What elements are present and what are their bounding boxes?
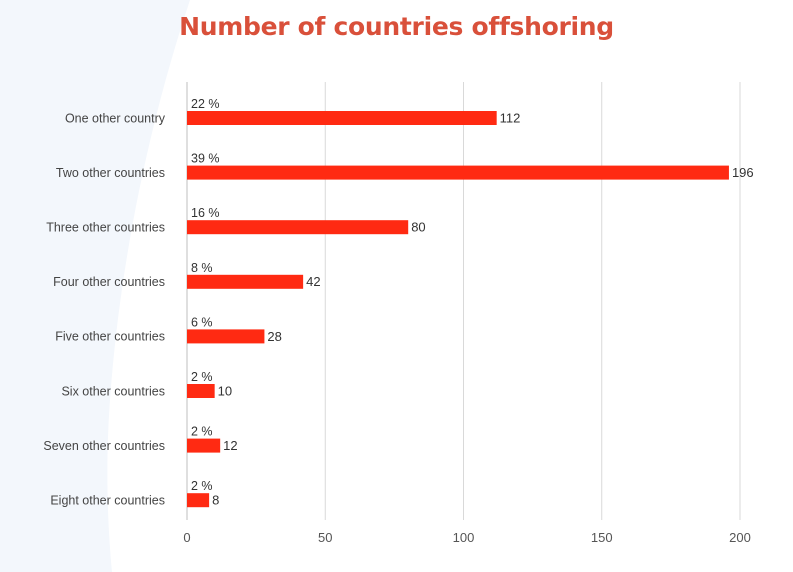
category-label-6: Six other countries [61, 384, 165, 398]
labels: 0 50 100 150 200 One other country 22 % 112 Two … [43, 97, 753, 545]
bar-4 [187, 274, 304, 289]
x-tick-label-0: 0 [183, 530, 190, 545]
value-label-8: 8 [212, 493, 219, 508]
category-label-7: Seven other countries [43, 439, 165, 453]
category-label-5: Five other countries [55, 330, 165, 344]
category-label-2: Two other countries [56, 166, 165, 180]
bar-2 [187, 165, 729, 180]
x-tick-label-200: 200 [729, 530, 751, 545]
x-tick-label-50: 50 [318, 530, 332, 545]
value-label-3: 80 [411, 220, 425, 235]
category-label-8: Eight other countries [50, 493, 165, 507]
percent-label-6: 2 % [191, 370, 213, 384]
bars [187, 111, 729, 508]
value-label-1: 112 [500, 110, 521, 125]
percent-label-5: 6 % [191, 315, 213, 329]
chart-title: Number of countries offshoring [179, 12, 614, 41]
percent-label-7: 2 % [191, 425, 213, 439]
bar-5 [187, 329, 265, 344]
x-tick-label-150: 150 [591, 530, 613, 545]
percent-label-4: 8 % [191, 261, 213, 275]
percent-label-1: 22 % [191, 97, 220, 111]
grid-lines [186, 82, 741, 520]
category-label-1: One other country [65, 111, 166, 125]
category-label-3: Three other countries [46, 220, 165, 234]
bar-7 [187, 438, 221, 453]
value-label-7: 12 [223, 438, 237, 453]
value-label-5: 28 [267, 329, 281, 344]
bar-1 [187, 111, 497, 125]
percent-label-8: 2 % [191, 479, 213, 493]
x-tick-label-100: 100 [453, 530, 475, 545]
percent-label-2: 39 % [191, 152, 220, 166]
value-label-4: 42 [306, 274, 320, 289]
value-label-6: 10 [218, 383, 232, 398]
value-label-2: 196 [732, 165, 754, 180]
bar-6 [187, 384, 215, 398]
percent-label-3: 16 % [191, 206, 220, 220]
bar-8 [187, 493, 210, 508]
category-label-4: Four other countries [53, 275, 165, 289]
bar-3 [187, 220, 409, 235]
